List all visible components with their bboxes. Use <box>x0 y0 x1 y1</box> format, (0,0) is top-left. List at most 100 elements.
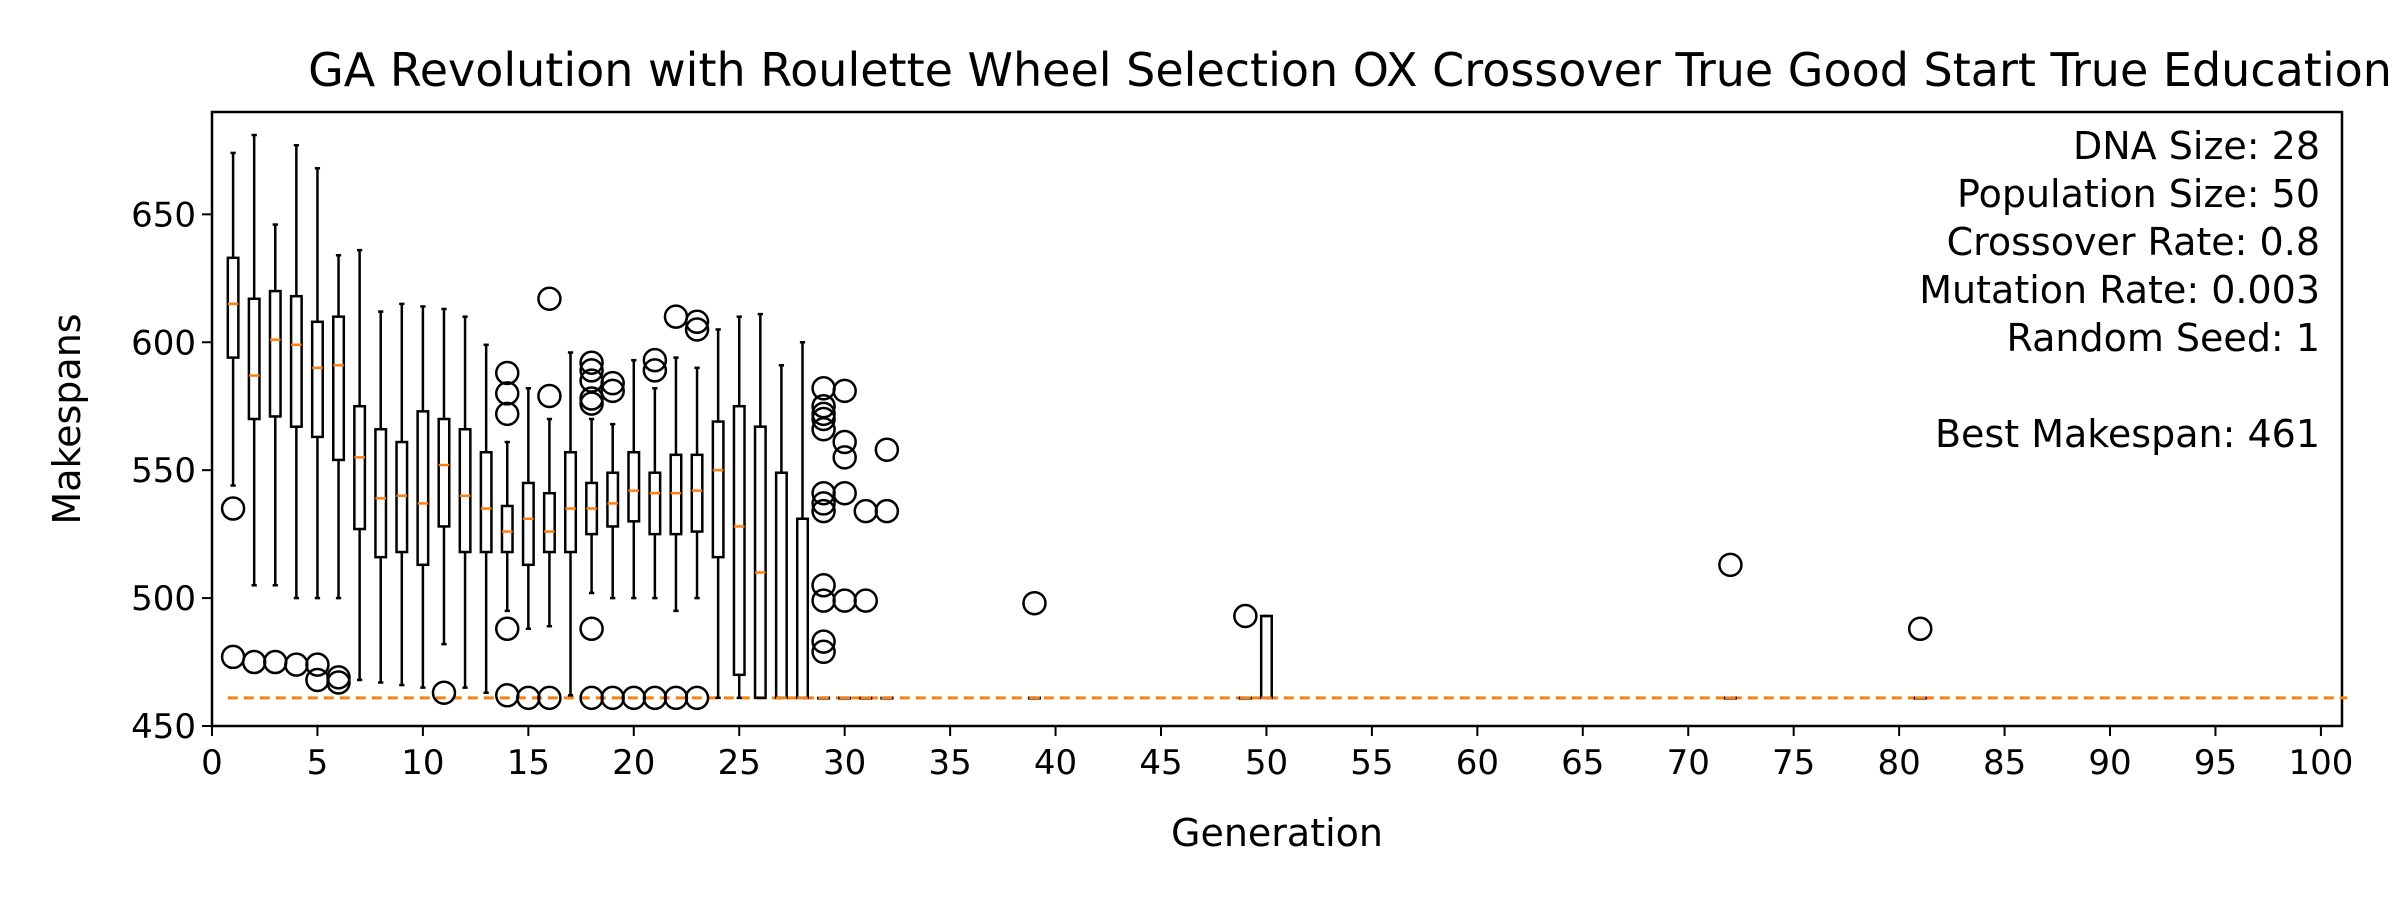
box-iqr <box>774 471 788 700</box>
box-iqr <box>289 294 303 428</box>
box-iqr <box>606 471 620 528</box>
x-tick-label: 40 <box>1034 743 1077 783</box>
y-tick-label: 500 <box>131 579 196 619</box>
x-tick-label: 90 <box>2088 743 2131 783</box>
outlier-point <box>284 652 309 677</box>
outlier-point <box>874 498 900 524</box>
y-axis: 450 500 550 600 650 <box>131 195 212 747</box>
box-generation-22 <box>663 304 689 711</box>
box-generation-72 <box>1718 552 1743 700</box>
x-tick-label: 60 <box>1456 743 1499 783</box>
outlier-point <box>811 498 836 524</box>
box-generation-11 <box>431 307 457 705</box>
x-tick-label: 55 <box>1350 743 1393 783</box>
box-generation-81 <box>1907 616 1933 700</box>
box-iqr <box>542 491 556 554</box>
chart-title: GA Revolution with Roulette Wheel Select… <box>308 43 2392 97</box>
box-plots <box>220 133 2348 711</box>
outlier-point <box>811 639 836 665</box>
box-generation-28 <box>795 341 810 700</box>
parameter-line: DNA Size: 28 <box>2073 124 2320 168</box>
outlier-point <box>494 401 520 427</box>
box-generation-29 <box>811 376 836 700</box>
box-generation-6 <box>326 254 351 695</box>
outlier-point <box>305 652 330 677</box>
x-tick-label: 45 <box>1139 743 1182 783</box>
outlier-point <box>241 649 267 675</box>
outlier-point <box>1907 616 1933 642</box>
outlier-point <box>600 370 625 396</box>
box-generation-31 <box>853 498 879 700</box>
outlier-point <box>494 360 520 386</box>
parameter-line: Population Size: 50 <box>1957 172 2320 216</box>
box-iqr <box>795 517 810 700</box>
outlier-point <box>494 683 520 708</box>
outlier-point <box>494 381 520 406</box>
parameters-annotation: DNA Size: 28 Population Size: 50 Crossover… <box>1919 124 2320 456</box>
box-generation-9 <box>395 302 409 687</box>
outlier-point <box>832 480 857 506</box>
outlier-point <box>663 304 689 329</box>
x-tick-label: 95 <box>2194 743 2237 783</box>
outlier-point <box>832 588 857 613</box>
box-generation-18 <box>579 350 604 711</box>
parameter-line: Crossover Rate: 0.8 <box>1947 220 2320 264</box>
outlier-point <box>642 358 668 383</box>
outlier-point <box>537 286 562 312</box>
outlier-point <box>326 665 351 690</box>
outlier-point <box>1022 590 1047 616</box>
box-iqr <box>627 451 641 523</box>
box-iqr <box>247 297 261 421</box>
box-iqr <box>416 410 430 567</box>
box-generation-30 <box>832 378 857 700</box>
box-generation-13 <box>479 343 493 694</box>
outlier-point <box>326 670 351 695</box>
outlier-point <box>1718 552 1743 578</box>
box-iqr <box>711 420 725 559</box>
outlier-point <box>684 317 710 342</box>
outlier-point <box>579 350 604 375</box>
box-generation-23 <box>684 309 710 711</box>
box-generation-4 <box>284 144 309 677</box>
box-iqr <box>374 427 388 559</box>
outlier-point <box>537 685 562 711</box>
outlier-point <box>832 378 857 404</box>
box-generation-10 <box>416 305 430 689</box>
parameter-line: Best Makespan: 461 <box>1935 412 2320 456</box>
box-generation-50 <box>1259 614 1273 700</box>
outlier-point <box>494 616 520 642</box>
outlier-point <box>579 391 604 416</box>
box-generation-20 <box>621 358 647 711</box>
box-generation-14 <box>494 360 520 708</box>
outlier-point <box>263 649 288 675</box>
outlier-point <box>579 616 604 642</box>
box-generation-12 <box>458 315 472 689</box>
outlier-point <box>537 383 562 409</box>
x-tick-label: 85 <box>1983 743 2026 783</box>
x-tick-label: 80 <box>1877 743 1920 783</box>
x-axis-label: Generation <box>1171 811 1383 855</box>
outlier-point <box>220 496 246 521</box>
box-generation-24 <box>711 328 725 700</box>
box-generation-1 <box>220 151 246 670</box>
box-generation-32 <box>874 437 900 700</box>
outlier-point <box>811 588 836 613</box>
box-iqr <box>563 451 578 554</box>
box-iqr <box>669 453 683 536</box>
outlier-point <box>811 416 836 442</box>
outlier-point <box>811 406 836 432</box>
box-iqr <box>753 425 767 700</box>
outlier-point <box>811 491 836 516</box>
x-tick-label: 10 <box>401 743 444 783</box>
box-iqr <box>521 481 535 567</box>
box-generation-19 <box>600 370 625 711</box>
outlier-point <box>832 429 857 455</box>
x-tick-label: 30 <box>823 743 866 783</box>
box-generation-7 <box>353 248 367 682</box>
x-tick-label: 65 <box>1561 743 1604 783</box>
box-iqr <box>226 256 240 359</box>
box-iqr <box>268 289 282 418</box>
outlier-point <box>684 685 710 711</box>
box-generation-26 <box>753 312 767 700</box>
